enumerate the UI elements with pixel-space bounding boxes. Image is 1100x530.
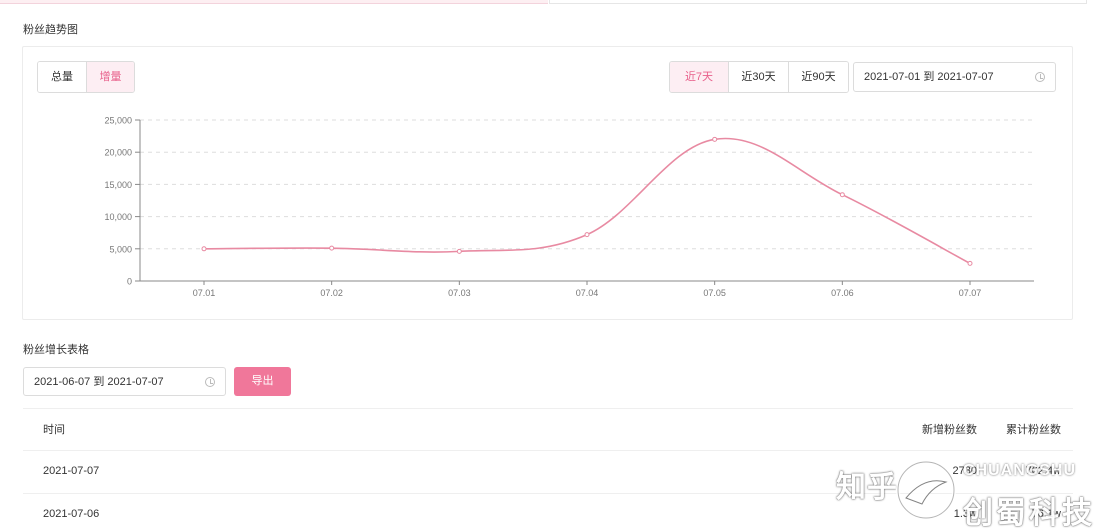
- x-tick-label: 07.02: [320, 288, 343, 298]
- chart-date-range-picker[interactable]: 2021-07-01 到 2021-07-07: [853, 62, 1056, 92]
- table-row: 2021-07-07 2730 762.4w: [23, 450, 1073, 493]
- data-point: [201, 246, 207, 252]
- range-90d-button[interactable]: 近90天: [788, 62, 848, 92]
- row-new-fans: 2730: [952, 465, 977, 477]
- y-tick-label: 25,000: [104, 116, 132, 126]
- y-tick-label: 20,000: [104, 148, 132, 158]
- range-7d-button[interactable]: 近7天: [670, 62, 728, 92]
- data-point: [329, 245, 335, 251]
- data-point: [839, 192, 845, 198]
- column-header-new-fans[interactable]: 新增粉丝数: [922, 424, 977, 436]
- x-tick-label: 07.06: [831, 288, 854, 298]
- clock-icon: [1035, 72, 1045, 82]
- data-point: [712, 136, 718, 142]
- row-time: 2021-07-07: [43, 465, 100, 477]
- increase-toggle-button[interactable]: 增量: [86, 62, 134, 92]
- data-point: [967, 260, 973, 266]
- y-tick-label: 0: [127, 277, 132, 287]
- table-date-range-value: 2021-06-07 到 2021-07-07: [34, 376, 164, 388]
- y-tick-label: 15,000: [104, 180, 132, 190]
- chart-date-range-value: 2021-07-01 到 2021-07-07: [864, 71, 994, 83]
- fans-trend-chart: 0 5,000 10,000 15,000 20,000 25,000 07.01 07.02…: [104, 116, 1034, 298]
- fans-growth-table: 时间 新增粉丝数 累计粉丝数 2021-07-07 2730 762.4w 20…: [23, 408, 1073, 530]
- watermark-site: 知乎: [836, 471, 898, 504]
- range-toggle: 近7天 近30天 近90天: [669, 61, 849, 93]
- y-tick-label: 5,000: [109, 244, 132, 254]
- range-30d-button[interactable]: 近30天: [728, 62, 788, 92]
- row-total-fans: 76.1w: [1031, 508, 1061, 520]
- row-new-fans: 1.3w: [953, 508, 977, 520]
- row-time: 2021-07-06: [43, 508, 100, 520]
- clock-icon: [205, 377, 215, 387]
- tab-inactive[interactable]: [549, 0, 1087, 4]
- x-tick-label: 07.01: [193, 288, 216, 298]
- total-toggle-button[interactable]: 总量: [38, 62, 86, 92]
- x-tick-label: 07.04: [576, 288, 599, 298]
- data-point: [456, 248, 462, 254]
- watermark: 知乎 CHUANGSHU 创蜀科技: [836, 452, 1100, 530]
- x-tick-label: 07.07: [959, 288, 982, 298]
- column-header-time: 时间: [43, 424, 65, 436]
- table-section-title: 粉丝增长表格: [23, 344, 89, 356]
- x-tick-label: 07.03: [448, 288, 471, 298]
- top-tab-strip: [0, 0, 1100, 5]
- mode-toggle: 总量 增量: [37, 61, 135, 93]
- trend-section-title: 粉丝趋势图: [23, 24, 78, 36]
- watermark-brand-en: CHUANGSHU: [963, 462, 1076, 479]
- trend-chart-card: [22, 46, 1073, 320]
- tab-active[interactable]: [0, 0, 548, 4]
- table-date-range-picker[interactable]: 2021-06-07 到 2021-07-07: [23, 367, 226, 396]
- column-header-total-fans[interactable]: 累计粉丝数: [1006, 424, 1061, 436]
- table-row: 2021-07-06 1.3w 76.1w: [23, 493, 1073, 530]
- brand-logo-icon: [896, 460, 956, 520]
- y-tick-label: 10,000: [104, 212, 132, 222]
- row-total-fans: 762.4w: [1025, 465, 1061, 477]
- data-point: [584, 232, 590, 238]
- x-tick-label: 07.05: [703, 288, 726, 298]
- series-line: [203, 137, 971, 265]
- watermark-brand-cn: 创蜀科技: [963, 497, 1095, 530]
- table-header-row: 时间 新增粉丝数 累计粉丝数: [23, 408, 1073, 450]
- export-button[interactable]: 导出: [234, 367, 291, 396]
